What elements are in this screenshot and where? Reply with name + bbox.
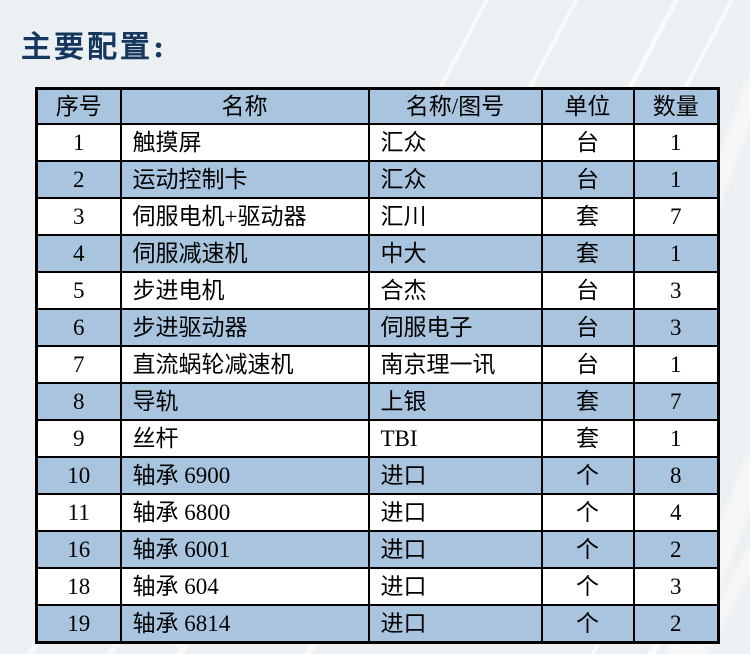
table-row: 16 轴承 6001 进口 个 2: [35, 530, 720, 569]
cell-name: 轴承 604: [119, 567, 370, 606]
cell-unit: 个: [540, 604, 635, 644]
cell-brand: 进口: [367, 456, 543, 495]
cell-serial: 18: [35, 567, 122, 606]
table-row: 8 导轨 上银 套 7: [35, 382, 720, 421]
cell-brand: 进口: [367, 567, 543, 606]
cell-serial: 19: [35, 604, 122, 644]
cell-unit: 套: [540, 419, 635, 458]
table-row: 2 运动控制卡 汇众 台 1: [35, 160, 720, 199]
cell-qty: 3: [632, 308, 720, 347]
table-row: 10 轴承 6900 进口 个 8: [35, 456, 720, 495]
cell-name: 触摸屏: [119, 123, 370, 162]
cell-unit: 套: [540, 234, 635, 273]
cell-brand: 中大: [367, 234, 543, 273]
cell-name: 丝杆: [119, 419, 370, 458]
config-table: 序号 名称 名称/图号 单位 数量 1 触摸屏 汇众 台 1 2 运动控制卡 汇…: [35, 87, 720, 644]
cell-unit: 个: [540, 456, 635, 495]
cell-serial: 6: [35, 308, 122, 347]
cell-brand: 伺服电子: [367, 308, 543, 347]
cell-brand: 进口: [367, 604, 543, 644]
table-row: 3 伺服电机+驱动器 汇川 套 7: [35, 197, 720, 236]
cell-qty: 1: [632, 234, 720, 273]
cell-serial: 8: [35, 382, 122, 421]
cell-unit: 个: [540, 567, 635, 606]
cell-unit: 台: [540, 271, 635, 310]
cell-unit: 台: [540, 160, 635, 199]
cell-name: 轴承 6900: [119, 456, 370, 495]
cell-qty: 1: [632, 345, 720, 384]
table-body: 1 触摸屏 汇众 台 1 2 运动控制卡 汇众 台 1 3 伺服电机+驱动器 汇…: [35, 123, 720, 644]
cell-brand: 汇川: [367, 197, 543, 236]
cell-serial: 3: [35, 197, 122, 236]
header-serial: 序号: [35, 87, 122, 125]
cell-qty: 8: [632, 456, 720, 495]
cell-serial: 9: [35, 419, 122, 458]
header-name: 名称: [119, 87, 370, 125]
table-row: 6 步进驱动器 伺服电子 台 3: [35, 308, 720, 347]
header-qty: 数量: [632, 87, 720, 125]
table-row: 19 轴承 6814 进口 个 2: [35, 604, 720, 644]
cell-brand: 南京理一讯: [367, 345, 543, 384]
cell-name: 伺服电机+驱动器: [119, 197, 370, 236]
cell-serial: 5: [35, 271, 122, 310]
cell-brand: 进口: [367, 530, 543, 569]
header-unit: 单位: [540, 87, 635, 125]
cell-unit: 个: [540, 530, 635, 569]
page-title: 主要配置:: [21, 30, 168, 65]
cell-serial: 1: [35, 123, 122, 162]
cell-serial: 2: [35, 160, 122, 199]
cell-brand: 合杰: [367, 271, 543, 310]
cell-qty: 2: [632, 604, 720, 644]
cell-qty: 7: [632, 197, 720, 236]
cell-name: 轴承 6800: [119, 493, 370, 532]
cell-serial: 7: [35, 345, 122, 384]
cell-brand: 汇众: [367, 160, 543, 199]
cell-name: 直流蜗轮减速机: [119, 345, 370, 384]
cell-qty: 3: [632, 567, 720, 606]
cell-qty: 1: [632, 419, 720, 458]
cell-serial: 11: [35, 493, 122, 532]
cell-name: 步进驱动器: [119, 308, 370, 347]
cell-qty: 1: [632, 160, 720, 199]
cell-name: 轴承 6814: [119, 604, 370, 644]
cell-qty: 7: [632, 382, 720, 421]
cell-unit: 套: [540, 197, 635, 236]
table-row: 1 触摸屏 汇众 台 1: [35, 123, 720, 162]
cell-qty: 4: [632, 493, 720, 532]
cell-name: 导轨: [119, 382, 370, 421]
cell-brand: 进口: [367, 493, 543, 532]
cell-qty: 1: [632, 123, 720, 162]
cell-brand: 上银: [367, 382, 543, 421]
cell-unit: 台: [540, 123, 635, 162]
cell-brand: TBI: [367, 419, 543, 458]
cell-qty: 2: [632, 530, 720, 569]
cell-name: 步进电机: [119, 271, 370, 310]
cell-serial: 10: [35, 456, 122, 495]
table-row: 18 轴承 604 进口 个 3: [35, 567, 720, 606]
header-row: 序号 名称 名称/图号 单位 数量: [35, 87, 720, 125]
cell-qty: 3: [632, 271, 720, 310]
cell-serial: 4: [35, 234, 122, 273]
cell-unit: 台: [540, 308, 635, 347]
cell-name: 轴承 6001: [119, 530, 370, 569]
cell-unit: 个: [540, 493, 635, 532]
cell-unit: 套: [540, 382, 635, 421]
table-row: 5 步进电机 合杰 台 3: [35, 271, 720, 310]
table-row: 7 直流蜗轮减速机 南京理一讯 台 1: [35, 345, 720, 384]
table-row: 11 轴承 6800 进口 个 4: [35, 493, 720, 532]
cell-brand: 汇众: [367, 123, 543, 162]
cell-serial: 16: [35, 530, 122, 569]
table-row: 9 丝杆 TBI 套 1: [35, 419, 720, 458]
cell-unit: 台: [540, 345, 635, 384]
header-brand: 名称/图号: [367, 87, 543, 125]
cell-name: 运动控制卡: [119, 160, 370, 199]
cell-name: 伺服减速机: [119, 234, 370, 273]
table-row: 4 伺服减速机 中大 套 1: [35, 234, 720, 273]
